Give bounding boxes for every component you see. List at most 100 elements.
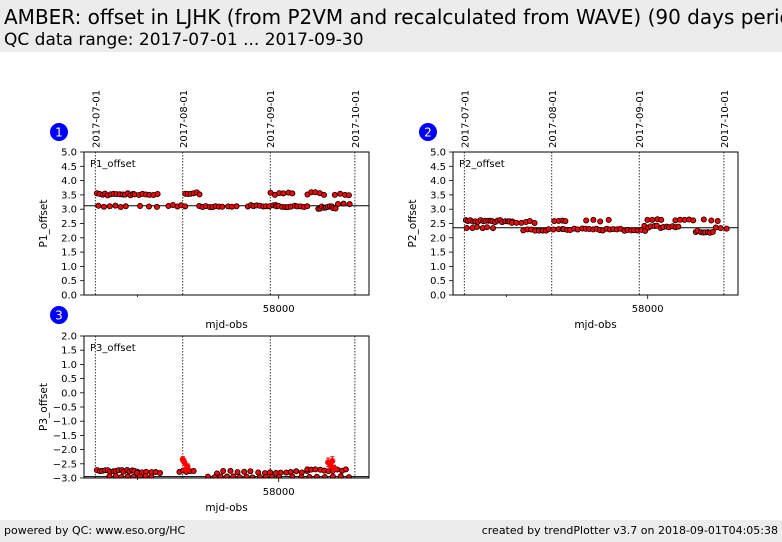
y-tick-label: 3.5 — [430, 190, 446, 201]
data-point — [154, 190, 161, 197]
y-tick-label: 5.0 — [430, 148, 446, 159]
data-point — [289, 473, 296, 478]
panel-number-badge — [50, 123, 68, 141]
y-tick-label: 2.0 — [61, 332, 77, 343]
data-point — [157, 470, 164, 477]
data-point — [217, 473, 224, 478]
data-point — [712, 224, 719, 231]
y-tick-label: 4.0 — [430, 176, 446, 187]
data-point — [334, 200, 341, 207]
plot-frame — [83, 151, 370, 296]
data-point — [224, 473, 231, 478]
data-point — [346, 201, 353, 208]
data-point — [489, 225, 496, 232]
data-point — [241, 468, 248, 475]
data-point — [256, 474, 263, 478]
data-point — [234, 469, 241, 476]
header-bar: AMBER: offset in LJHK (from P2VM and rec… — [0, 0, 782, 52]
x-tick-label: 58000 — [632, 304, 664, 315]
data-point — [118, 473, 125, 478]
y-tick-label: 4.5 — [61, 162, 77, 173]
data-point — [709, 228, 716, 235]
y-tick-label: 3.5 — [61, 190, 77, 201]
data-point — [230, 473, 237, 478]
series-legend: P1_offset — [90, 159, 136, 170]
data-point — [236, 474, 243, 478]
panel-number: 2 — [424, 126, 432, 140]
data-point — [550, 226, 557, 233]
y-tick-label: −2.0 — [53, 445, 77, 456]
data-point — [345, 192, 352, 199]
data-point — [337, 190, 344, 197]
data-point — [247, 468, 254, 475]
x-axis-label: mjd-obs — [205, 319, 247, 331]
data-point — [329, 473, 336, 478]
data-points — [462, 216, 730, 236]
data-point — [597, 218, 604, 225]
data-point — [196, 191, 203, 198]
data-point — [130, 473, 137, 478]
data-point — [312, 466, 319, 473]
data-point — [220, 468, 227, 475]
panel-number: 3 — [55, 309, 63, 323]
data-point — [337, 473, 344, 478]
x-axis-label: mjd-obs — [574, 319, 616, 331]
data-point — [95, 202, 102, 209]
data-point — [184, 463, 191, 470]
y-tick-label: 2.5 — [430, 219, 446, 230]
data-point — [331, 191, 338, 198]
data-point — [340, 200, 347, 207]
data-point — [690, 217, 697, 224]
y-tick-label: 0.0 — [61, 388, 77, 399]
data-point — [321, 473, 328, 478]
data-point — [313, 473, 320, 478]
data-point — [345, 474, 352, 478]
y-tick-label: 1.0 — [61, 360, 77, 371]
y-tick-label: 1.5 — [430, 248, 446, 259]
data-point — [219, 203, 226, 210]
data-point — [473, 224, 480, 231]
data-point — [320, 191, 327, 198]
data-point — [605, 216, 612, 223]
y-tick-label: 1.0 — [430, 262, 446, 273]
x-tick-label: 58000 — [263, 304, 295, 315]
y-tick-label: −1.0 — [53, 417, 77, 428]
data-point — [268, 474, 275, 478]
y-tick-label: 0.5 — [61, 276, 77, 287]
x-tick-label: 58000 — [263, 487, 295, 498]
page-title: AMBER: offset in LJHK (from P2VM and rec… — [4, 5, 782, 29]
data-point — [545, 226, 552, 233]
data-point — [293, 468, 300, 475]
y-tick-label: −2.5 — [53, 459, 77, 470]
data-point — [289, 190, 296, 197]
data-point — [583, 217, 590, 224]
data-point — [342, 466, 349, 473]
footer-generator: created by trendPlotter v3.7 on 2018-09-… — [481, 524, 778, 537]
data-point — [204, 473, 211, 478]
data-point — [233, 203, 240, 210]
data-point — [124, 473, 131, 478]
data-point — [106, 203, 113, 210]
y-tick-label: 4.0 — [61, 176, 77, 187]
plot-frame — [83, 335, 370, 479]
data-point — [331, 465, 338, 472]
y-tick-label: 1.5 — [61, 346, 77, 357]
y-tick-label: 0.5 — [430, 276, 446, 287]
panel-number: 1 — [55, 126, 63, 140]
data-points — [93, 189, 353, 212]
page-subtitle: QC data range: 2017-07-01 ... 2017-09-30 — [4, 30, 364, 50]
date-marker-label: 2017-10-01 — [351, 90, 362, 148]
data-point — [531, 219, 538, 226]
data-point — [590, 216, 597, 223]
data-point — [190, 468, 197, 475]
y-tick-label: 1.0 — [61, 262, 77, 273]
data-point — [304, 203, 311, 210]
date-marker-label: 2017-10-01 — [720, 90, 731, 148]
data-point — [483, 224, 490, 231]
y-tick-label: 3.0 — [61, 205, 77, 216]
data-point — [329, 457, 336, 464]
y-axis-label: P2_offset — [407, 200, 419, 248]
y-tick-label: 0.5 — [61, 374, 77, 385]
y-tick-label: 0.0 — [61, 291, 77, 302]
charts-area: 1 2017-07-01 2017-08-01 2017-09-01 2017-10-0… — [38, 90, 739, 514]
